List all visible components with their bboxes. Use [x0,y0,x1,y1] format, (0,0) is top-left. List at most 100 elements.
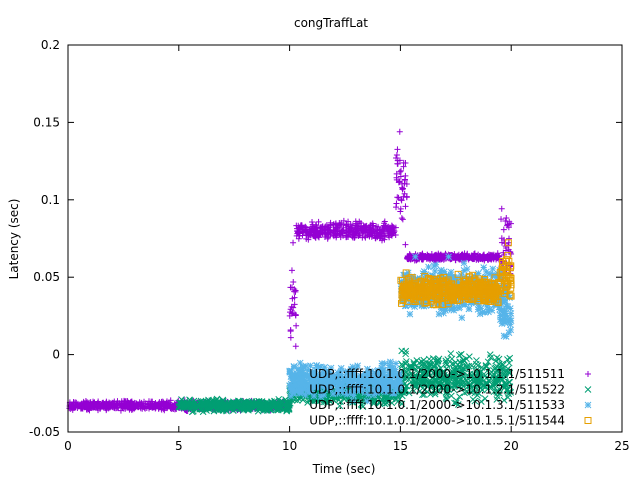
data-point [287,334,294,341]
data-point [297,372,305,380]
data-point [455,304,463,312]
data-point [501,316,509,323]
data-point [447,350,455,357]
data-point [317,376,325,384]
data-point [332,225,339,232]
data-point [392,360,400,367]
data-point [287,306,294,313]
data-point [500,293,508,301]
data-point [493,287,501,295]
data-point [486,370,494,378]
data-point [498,272,505,280]
data-point [306,362,314,370]
data-point [364,365,371,373]
data-point [348,379,356,387]
data-point [492,301,500,309]
data-point [304,380,312,388]
data-point [473,381,481,389]
data-point [501,319,509,327]
data-point [321,230,328,237]
data-point [431,267,439,275]
data-point [398,400,406,408]
data-point [378,364,386,372]
data-point [484,253,491,260]
data-point [397,208,404,215]
data-point [386,368,394,376]
data-point [445,282,453,290]
data-point [423,283,431,291]
data-point [382,222,389,229]
data-point [344,371,352,379]
data-point [444,356,452,363]
data-point [340,389,348,397]
data-point [392,366,399,373]
data-point [309,397,316,405]
data-point [315,384,323,392]
data-point [499,376,506,384]
data-point [138,399,145,406]
data-point [298,378,306,386]
data-point [402,291,410,299]
data-point [482,363,490,370]
data-point [337,364,345,372]
data-point [309,221,316,228]
data-point [402,302,409,310]
legend-marker [585,371,591,377]
data-point [420,256,427,263]
data-point [441,371,448,379]
data-point [332,378,340,385]
data-point [330,373,338,381]
data-point [372,234,379,241]
data-point [400,387,407,395]
data-point [456,359,464,367]
data-point [411,383,419,391]
data-point [507,262,515,270]
data-point [393,204,400,211]
x-tick-label: 15 [393,439,408,453]
data-point [506,314,514,322]
data-point [232,403,240,410]
data-point [339,227,346,234]
data-point [394,371,402,378]
data-point [346,224,353,231]
data-point [506,321,514,329]
data-point [310,392,318,400]
data-point [492,364,500,372]
data-point [402,159,409,166]
data-point [292,287,299,294]
data-point [321,226,328,233]
data-point [403,382,411,390]
data-point [288,284,295,291]
data-point [454,252,461,259]
data-point [341,383,348,391]
data-point [287,383,295,390]
data-point [501,308,509,315]
data-point [312,233,319,240]
data-point [494,393,501,400]
data-point [303,383,311,391]
data-point [451,377,459,385]
x-axis-title: Time (sec) [312,462,376,476]
data-point [381,218,388,225]
data-point [198,404,206,412]
data-point [370,385,378,393]
data-point [149,398,156,405]
data-point [406,282,414,290]
data-point [431,361,439,369]
data-point [466,377,474,385]
data-point [396,157,403,164]
data-point [505,224,512,231]
data-point [340,217,347,224]
data-point [357,401,365,408]
data-point [503,256,511,264]
data-point [327,364,335,372]
data-point [396,385,403,392]
data-point [296,389,304,397]
data-point [320,376,328,384]
data-point [298,389,306,397]
data-point [382,373,390,381]
data-point [291,371,299,379]
data-point [106,399,113,406]
data-point [437,364,445,372]
data-point [343,230,350,237]
